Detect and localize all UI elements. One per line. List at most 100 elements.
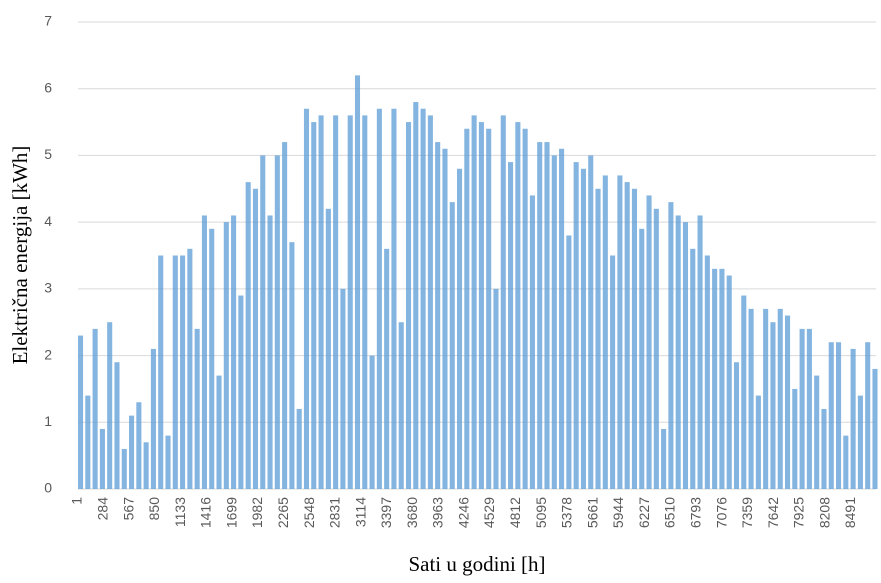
bar — [427, 115, 433, 490]
x-tick-label: 8491 — [842, 497, 858, 528]
bar — [653, 208, 659, 490]
bar — [165, 435, 171, 489]
bar — [413, 102, 419, 490]
bar — [595, 188, 601, 490]
bar — [471, 115, 477, 490]
bar — [405, 122, 412, 490]
bar — [464, 128, 470, 489]
bar — [172, 255, 178, 489]
bar — [573, 162, 579, 489]
bar — [260, 155, 266, 489]
bar — [486, 128, 492, 489]
bar — [311, 122, 317, 490]
bar — [544, 142, 550, 490]
bar — [602, 175, 608, 489]
bar — [806, 328, 812, 489]
bar — [420, 108, 426, 489]
bar — [566, 235, 572, 489]
bar — [478, 122, 484, 490]
x-tick-label: 567 — [120, 497, 136, 521]
bar — [697, 215, 703, 489]
bar — [442, 148, 448, 489]
bar — [559, 148, 565, 489]
bar — [187, 248, 193, 489]
x-tick-label: 5095 — [533, 497, 549, 528]
bar — [216, 375, 222, 489]
bar — [661, 428, 667, 489]
bar — [668, 202, 674, 489]
y-tick-label: 6 — [44, 79, 52, 95]
bar — [836, 342, 842, 489]
bar — [158, 255, 164, 489]
x-tick-label: 3114 — [352, 497, 368, 527]
bar — [318, 115, 324, 490]
bar — [522, 128, 528, 489]
bar — [624, 182, 630, 489]
bar — [828, 342, 834, 489]
bar — [435, 142, 441, 490]
x-tick-label: 3963 — [430, 497, 446, 528]
bar — [99, 428, 105, 489]
bar — [843, 435, 849, 489]
bar — [719, 268, 725, 489]
bar — [129, 415, 135, 489]
bar — [376, 108, 382, 489]
bar — [391, 108, 397, 489]
bar — [457, 168, 463, 489]
bar — [741, 295, 747, 489]
bar — [872, 368, 878, 489]
x-tick-label: 7076 — [713, 497, 729, 528]
bar — [850, 348, 856, 489]
bar — [675, 215, 681, 489]
bar — [150, 348, 156, 489]
bar — [107, 322, 113, 489]
bar — [449, 202, 455, 489]
x-tick-label: 1982 — [249, 497, 265, 528]
y-tick-label: 3 — [44, 280, 52, 296]
bar — [770, 322, 776, 489]
bar — [282, 142, 288, 490]
bar — [508, 162, 514, 489]
x-tick-label: 6793 — [687, 497, 703, 528]
bar — [114, 362, 120, 489]
bar — [238, 295, 244, 489]
bar — [92, 328, 98, 489]
y-tick-label: 5 — [44, 146, 52, 162]
y-axis-label: Električna energija [kWh] — [8, 146, 32, 365]
bar — [551, 155, 557, 489]
bar — [755, 395, 761, 489]
bar — [690, 248, 696, 489]
bar — [209, 228, 215, 490]
bar — [733, 362, 740, 489]
bar — [201, 215, 207, 489]
bar — [784, 315, 791, 489]
x-tick-label: 7642 — [765, 497, 781, 528]
bar — [384, 248, 390, 489]
x-tick-label: 2265 — [275, 497, 291, 528]
x-tick-label: 7925 — [791, 497, 807, 528]
bar — [245, 182, 251, 489]
bar — [493, 288, 499, 489]
x-tick-label: 850 — [146, 497, 162, 521]
bar — [354, 75, 361, 489]
bar — [814, 375, 820, 489]
x-tick-label: 5378 — [559, 497, 575, 528]
bar — [223, 222, 229, 489]
bar — [631, 188, 638, 490]
x-tick-label: 4812 — [507, 497, 523, 528]
bar — [296, 408, 302, 489]
bar — [580, 168, 586, 489]
bar — [231, 215, 237, 489]
bar — [347, 115, 353, 490]
bar — [763, 308, 769, 489]
x-tick-label: 2548 — [301, 497, 317, 528]
y-tick-label: 2 — [44, 346, 52, 362]
bar — [85, 395, 91, 489]
bar — [340, 288, 346, 489]
x-tick-label: 1133 — [172, 497, 188, 527]
bar — [274, 155, 280, 489]
bar — [821, 408, 827, 489]
bar — [748, 308, 754, 489]
x-tick-label: 1416 — [198, 497, 214, 528]
x-tick-label: 284 — [94, 497, 110, 521]
